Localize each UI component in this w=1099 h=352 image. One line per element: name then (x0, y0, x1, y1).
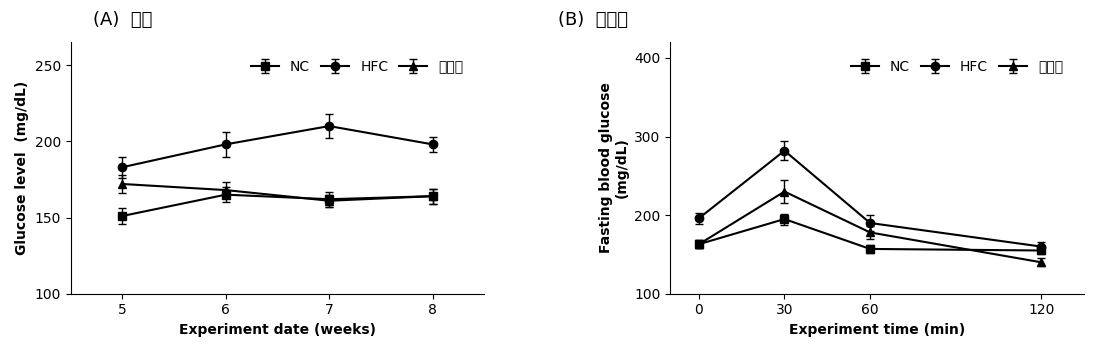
X-axis label: Experiment time (min): Experiment time (min) (789, 323, 965, 337)
Legend: NC, HFC, 삼백초: NC, HFC, 삼백초 (246, 54, 469, 79)
Y-axis label: Glucose level  (mg/dL): Glucose level (mg/dL) (15, 81, 29, 255)
Legend: NC, HFC, 삼백초: NC, HFC, 삼백초 (845, 54, 1069, 79)
Text: (B)  내당능: (B) 내당능 (558, 11, 628, 29)
Y-axis label: Fasting blood glucose
(mg/dL): Fasting blood glucose (mg/dL) (599, 82, 629, 253)
X-axis label: Experiment date (weeks): Experiment date (weeks) (179, 323, 376, 337)
Text: (A)  혈당: (A) 혈당 (93, 11, 153, 29)
